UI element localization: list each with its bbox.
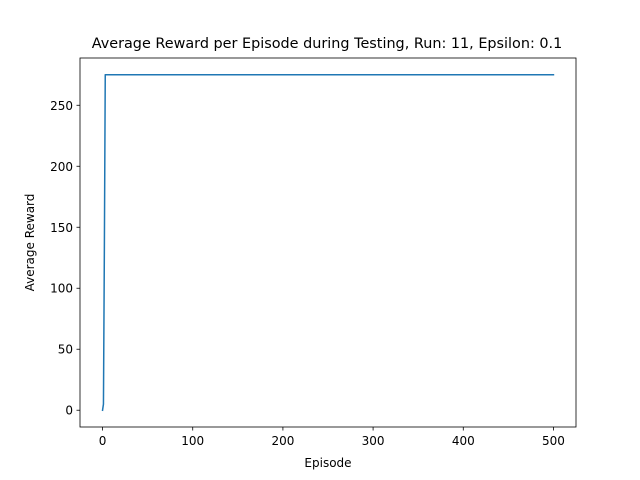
series-line-0	[101, 74, 555, 412]
plot-area	[101, 74, 555, 412]
x-tick-label: 400	[452, 434, 475, 448]
y-tick-label: 0	[65, 404, 73, 418]
y-tick-label: 200	[50, 160, 73, 174]
chart-title: Average Reward per Episode during Testin…	[92, 36, 563, 52]
x-axis-label: Episode	[304, 456, 351, 470]
y-tick-label: 100	[50, 282, 73, 296]
x-axis-ticks: 0 100 200 300 400 500	[99, 427, 565, 448]
x-tick-label: 300	[362, 434, 385, 448]
x-tick-label: 200	[271, 434, 294, 448]
axes-frame	[79, 57, 577, 428]
x-tick-label: 500	[542, 434, 565, 448]
y-axis-ticks: 0 50 100 150 200 250	[50, 99, 80, 418]
x-tick-label: 100	[181, 434, 204, 448]
y-tick-label: 150	[50, 221, 73, 235]
y-tick-label: 50	[58, 343, 73, 357]
y-tick-label: 250	[50, 99, 73, 113]
x-tick-label: 0	[99, 434, 107, 448]
y-axis-label: Average Reward	[23, 194, 37, 292]
